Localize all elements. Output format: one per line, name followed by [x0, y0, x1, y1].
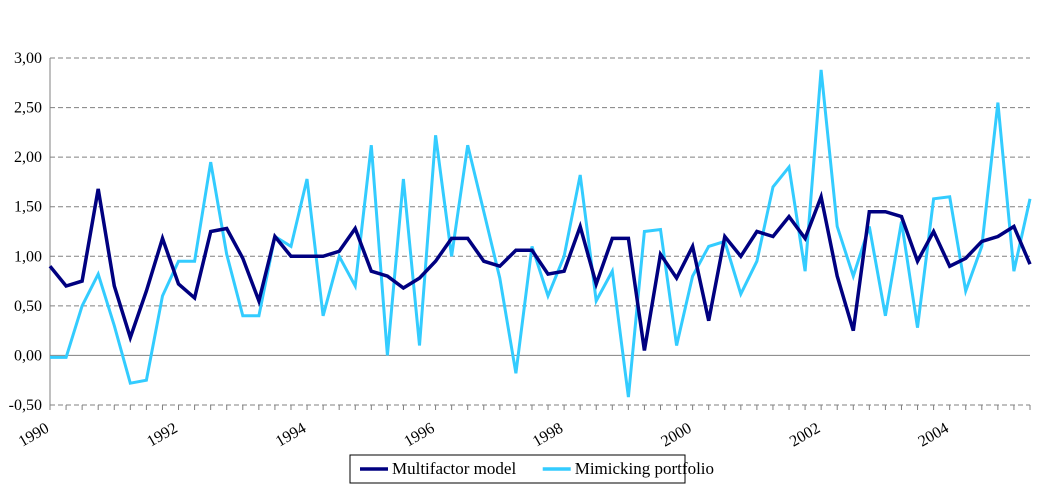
svg-text:0,00: 0,00	[14, 347, 42, 364]
svg-text:2,00: 2,00	[14, 149, 42, 166]
svg-text:0,50: 0,50	[14, 298, 42, 315]
svg-text:2,50: 2,50	[14, 100, 42, 117]
svg-text:1,50: 1,50	[14, 199, 42, 216]
svg-text:Mimicking portfolio: Mimicking portfolio	[575, 459, 714, 478]
line-chart: -0,500,000,501,001,502,002,503,001990199…	[0, 0, 1041, 501]
svg-text:Multifactor model: Multifactor model	[392, 459, 516, 478]
svg-text:1,00: 1,00	[14, 248, 42, 265]
svg-text:-0,50: -0,50	[9, 397, 42, 414]
svg-text:3,00: 3,00	[14, 50, 42, 67]
line-chart-svg: -0,500,000,501,001,502,002,503,001990199…	[0, 0, 1041, 501]
